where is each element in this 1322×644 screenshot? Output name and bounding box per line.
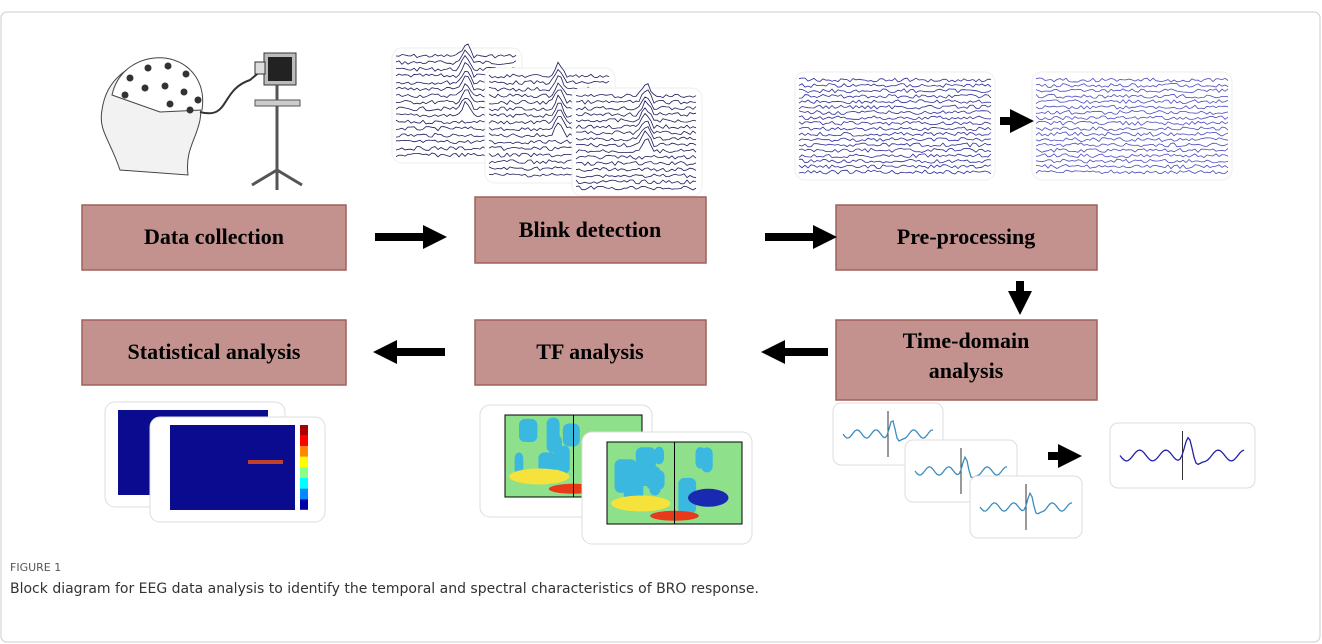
tf-blob xyxy=(519,419,537,442)
node-label: Data collection xyxy=(144,224,284,249)
node-label: Time-domain xyxy=(903,328,1030,353)
node-label: analysis xyxy=(929,358,1004,383)
node-label: Pre-processing xyxy=(897,224,1036,249)
colorbar xyxy=(300,499,308,510)
tf-blob xyxy=(649,466,660,495)
tf-blob xyxy=(563,423,580,446)
figure: Data collection Blink detection Pre-proc… xyxy=(0,0,1322,644)
node-label: Statistical analysis xyxy=(128,339,301,364)
tf-blob xyxy=(701,447,712,472)
plot-area xyxy=(170,425,295,510)
trace-panel xyxy=(795,72,995,180)
figure-caption: Block diagram for EEG data analysis to i… xyxy=(10,581,759,597)
colorbar xyxy=(300,457,308,468)
colorbar xyxy=(300,436,308,447)
tf-blob xyxy=(688,489,729,507)
colorbar xyxy=(300,478,308,489)
eeg-setup-illustration xyxy=(101,53,302,190)
tf-blob xyxy=(547,418,560,453)
cluster xyxy=(248,460,283,464)
tf-blob xyxy=(654,447,664,464)
figure-number: FIGURE 1 xyxy=(10,561,61,574)
node-label: TF analysis xyxy=(536,339,644,364)
trace-panel xyxy=(572,88,702,196)
node-label: Blink detection xyxy=(519,217,661,242)
trace-panel xyxy=(1032,72,1232,180)
tf-blob xyxy=(611,496,670,512)
result-plots xyxy=(105,402,752,544)
colorbar xyxy=(300,446,308,457)
tf-blob xyxy=(559,446,570,474)
colorbar xyxy=(300,467,308,478)
tf-blob xyxy=(615,459,637,493)
colorbar xyxy=(300,489,308,500)
tf-blob xyxy=(509,469,569,485)
colorbar xyxy=(300,425,308,436)
